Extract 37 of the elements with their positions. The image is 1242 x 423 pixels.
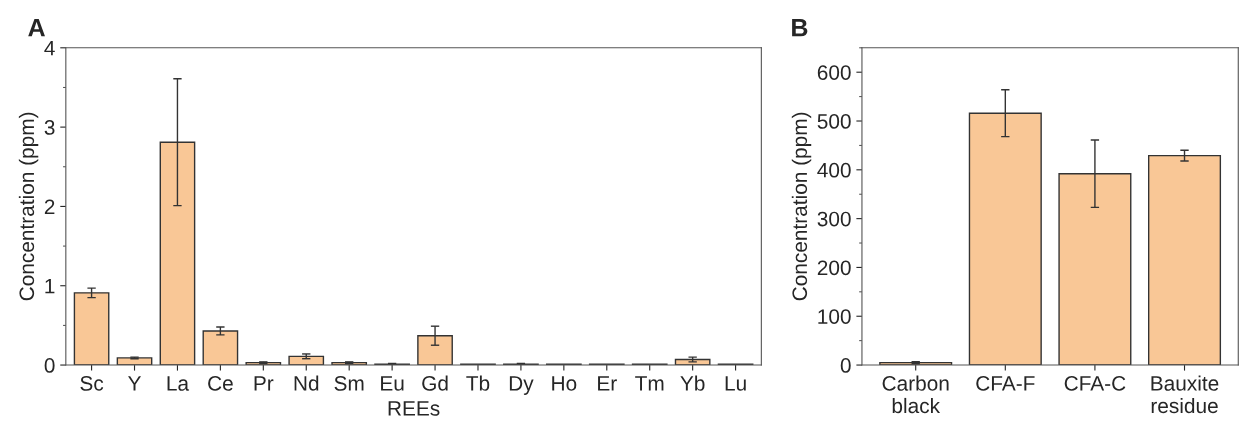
x-tick-label: Carbon black bbox=[882, 375, 949, 414]
x-tick-label: CFA-F bbox=[976, 376, 1035, 391]
y-tick-label: 2 bbox=[44, 199, 55, 214]
y-axis-title: Concentration (ppm) bbox=[18, 112, 39, 301]
y-tick-label: 200 bbox=[817, 260, 851, 276]
y-tick-label: 0 bbox=[44, 358, 55, 373]
x-tick-label: Gd bbox=[422, 375, 448, 391]
x-tick-label: Y bbox=[128, 376, 142, 391]
x-tick-label: Eu bbox=[381, 376, 404, 391]
x-tick-label: La bbox=[167, 376, 190, 391]
x-tick-label: Ce bbox=[208, 376, 233, 391]
x-tick-label: Lu bbox=[725, 376, 746, 391]
y-tick-label: 0 bbox=[840, 358, 851, 373]
y-tick-label: 3 bbox=[44, 120, 55, 135]
x-tick-label: Bauxite residue bbox=[1151, 375, 1219, 414]
x-tick-label: Pr bbox=[254, 376, 274, 391]
y-tick-label: 300 bbox=[817, 211, 851, 227]
x-tick-label: Er bbox=[598, 376, 617, 391]
x-tick-label: Tm bbox=[635, 376, 664, 391]
x-tick-label: Nd bbox=[294, 375, 319, 391]
x-tick-label: Dy bbox=[509, 376, 534, 395]
y-tick-label: 1 bbox=[45, 278, 55, 294]
y-tick-label: 500 bbox=[817, 114, 851, 129]
y-tick-label: 4 bbox=[44, 41, 55, 56]
x-tick-label: Ho bbox=[552, 376, 577, 391]
y-axis-title: Concentration (ppm) bbox=[791, 112, 812, 301]
x-tick-label: Sc bbox=[80, 376, 104, 391]
x-axis-title: REEs bbox=[388, 401, 440, 416]
x-tick-label: Tb bbox=[466, 375, 490, 391]
y-tick-label: 100 bbox=[818, 309, 851, 324]
y-tick-label: 400 bbox=[817, 162, 851, 178]
x-tick-label: Yb bbox=[680, 375, 705, 391]
text: B bbox=[792, 19, 808, 37]
text: A bbox=[28, 19, 45, 37]
x-tick-label: CFA-C bbox=[1064, 376, 1126, 391]
x-tick-label: Sm bbox=[334, 376, 364, 391]
y-tick-label: 600 bbox=[817, 65, 851, 80]
